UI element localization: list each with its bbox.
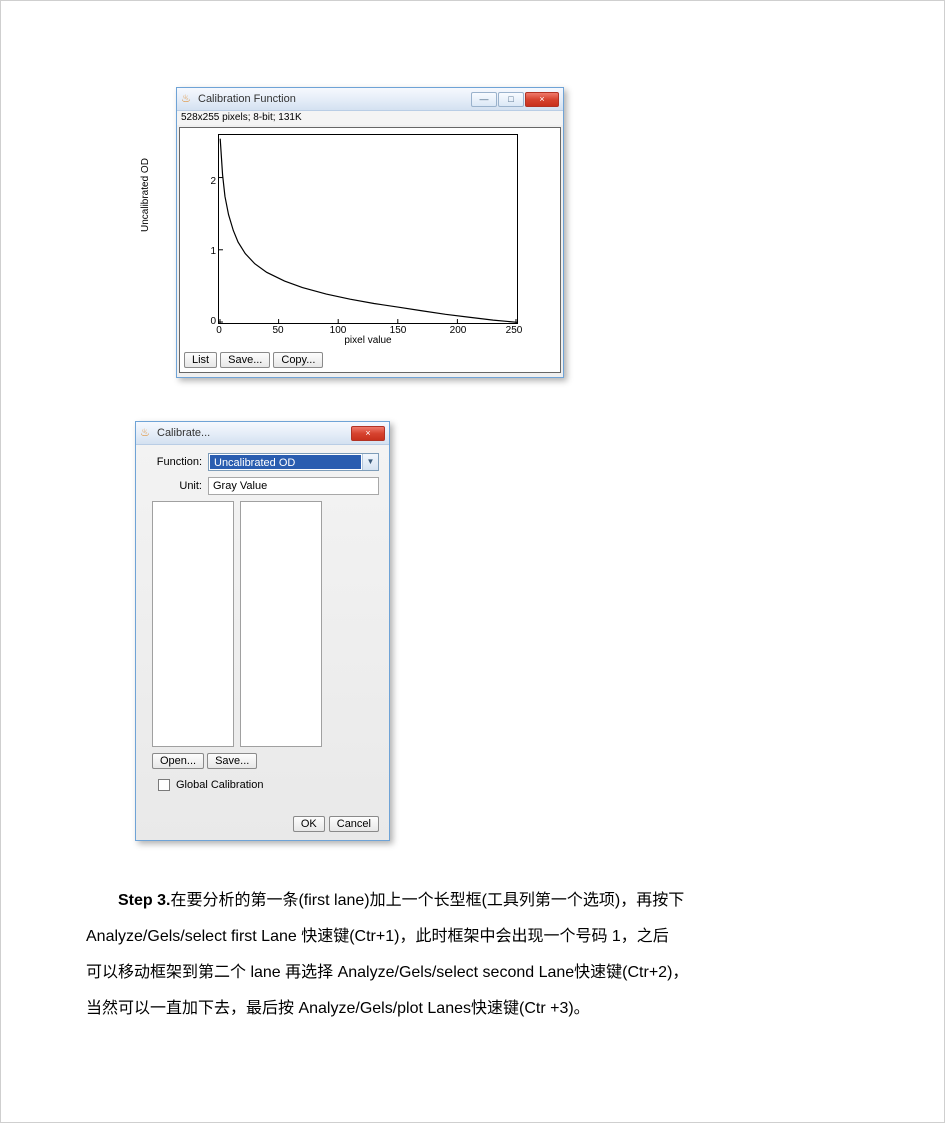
chart-button-row: List Save... Copy... [184, 352, 323, 368]
global-calibration-label: Global Calibration [176, 779, 263, 791]
para-line3: 可以移动框架到第二个 lane 再选择 Analyze/Gels/select … [86, 964, 688, 981]
y-tick-2: 2 [206, 176, 216, 187]
calibration-function-window: ♨ Calibration Function — □ × 528x255 pix… [176, 87, 564, 378]
unit-field[interactable]: Gray Value [208, 477, 379, 495]
function-row: Function: Uncalibrated OD ▼ [146, 453, 379, 471]
save-button[interactable]: Save... [220, 352, 270, 368]
save-button[interactable]: Save... [207, 753, 257, 769]
chart-svg [219, 135, 517, 323]
unit-label: Unit: [146, 480, 202, 492]
window-buttons: × [351, 426, 385, 441]
maximize-button[interactable]: □ [498, 92, 524, 107]
titlebar[interactable]: ♨ Calibration Function — □ × [177, 88, 563, 111]
function-combo[interactable]: Uncalibrated OD ▼ [208, 453, 379, 471]
global-calibration-row: Global Calibration [158, 779, 379, 791]
java-icon: ♨ [181, 93, 193, 105]
java-icon: ♨ [140, 427, 152, 439]
copy-button[interactable]: Copy... [273, 352, 323, 368]
plot-area [218, 134, 518, 324]
left-listbox[interactable] [152, 501, 234, 747]
unit-row: Unit: Gray Value [146, 477, 379, 495]
function-label: Function: [146, 456, 202, 468]
para-line1: 在要分析的第一条(first lane)加上一个长型框(工具列第一个选项)，再按… [170, 892, 684, 909]
calibration-curve [220, 139, 517, 323]
chevron-down-icon[interactable]: ▼ [362, 454, 378, 470]
instruction-paragraph: Step 3.在要分析的第一条(first lane)加上一个长型框(工具列第一… [86, 883, 866, 1027]
page: ♨ Calibration Function — □ × 528x255 pix… [0, 0, 945, 1123]
ok-cancel-row: OK Cancel [293, 816, 379, 832]
x-axis-label: pixel value [218, 335, 518, 346]
window-title: Calibration Function [198, 93, 471, 105]
step-prefix: Step 3. [118, 892, 170, 909]
cancel-button[interactable]: Cancel [329, 816, 379, 832]
open-button[interactable]: Open... [152, 753, 204, 769]
value-lists [152, 501, 379, 747]
chart-client-area: Uncalibrated OD 0 1 2 [179, 127, 561, 373]
list-button[interactable]: List [184, 352, 217, 368]
ok-button[interactable]: OK [293, 816, 325, 832]
y-tick-1: 1 [206, 246, 216, 257]
para-line2: Analyze/Gels/select first Lane 快速键(Ctr+1… [86, 928, 669, 945]
image-info-line: 528x255 pixels; 8-bit; 131K [177, 111, 563, 125]
minimize-button[interactable]: — [471, 92, 497, 107]
window-buttons: — □ × [471, 92, 559, 107]
window-title: Calibrate... [157, 427, 351, 439]
close-button[interactable]: × [351, 426, 385, 441]
dialog-body: Function: Uncalibrated OD ▼ Unit: Gray V… [136, 445, 389, 840]
function-selected: Uncalibrated OD [210, 455, 361, 469]
open-save-row: Open... Save... [152, 753, 379, 769]
right-listbox[interactable] [240, 501, 322, 747]
close-button[interactable]: × [525, 92, 559, 107]
calibrate-dialog: ♨ Calibrate... × Function: Uncalibrated … [135, 421, 390, 841]
titlebar[interactable]: ♨ Calibrate... × [136, 422, 389, 445]
para-line4: 当然可以一直加下去，最后按 Analyze/Gels/plot Lanes快速键… [86, 1000, 590, 1017]
global-calibration-checkbox[interactable] [158, 779, 170, 791]
